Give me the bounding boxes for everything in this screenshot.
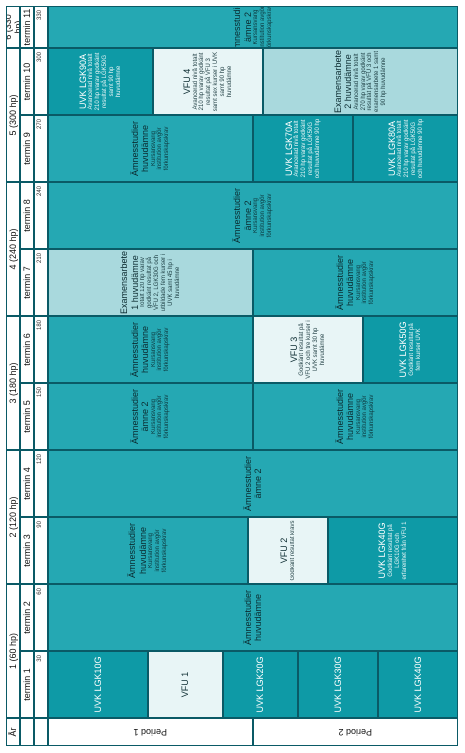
hp-mark-10: 300 bbox=[34, 48, 48, 115]
course-amnes-huvudamne-t6: Ämnesstudier huvudämne Kursansvarig insti… bbox=[48, 316, 253, 383]
hp-mark-9: 270 bbox=[34, 115, 48, 182]
course-vfu3: VFU 3 Godkänt resultat på VFU 2 och tre k… bbox=[253, 316, 363, 383]
course-vfu1: VFU 1 bbox=[148, 651, 223, 718]
course-amnes-huvudamne-t9: Ämnesstudier huvudämne Kursansvarig insti… bbox=[48, 115, 253, 182]
hp-mark-7: 210 bbox=[34, 249, 48, 316]
hp-mark-1: 30 bbox=[34, 651, 48, 718]
year-label: År bbox=[6, 718, 20, 746]
course-amnes-huvudamne-t5: Ämnesstudier huvudämne Kursansvarig insti… bbox=[253, 383, 458, 450]
hp-mark-4: 120 bbox=[34, 450, 48, 517]
year-group-6: 6 (330 hp) bbox=[6, 6, 20, 48]
course-amnes-amne2-t4: Ämnesstudier ämne 2 bbox=[48, 450, 458, 517]
course-uvk-lgk10g: UVK LGK10G bbox=[48, 651, 148, 718]
course-amnes-amne2-t11: Ämnesstudier ämne 2 Kursansvarig institut… bbox=[48, 6, 458, 48]
course-amnes-huvudamne-t3: Ämnesstudier huvudämne Kursansvarig insti… bbox=[48, 517, 248, 584]
term-8: termin 8 bbox=[20, 182, 34, 249]
term-7: termin 7 bbox=[20, 249, 34, 316]
course-vfu4: VFU 4 Avancerad nivå totalt 210 hp varav … bbox=[153, 48, 263, 115]
course-uvk-lgk80a: UVK LGK80A Avancerad nivå totalt 210 hp v… bbox=[353, 115, 458, 182]
program-table: År 1 (60 hp) 2 (120 hp) 3 (180 hp) 4 (24… bbox=[6, 6, 458, 746]
course-amnes-huvudamne-t2: Ämnesstudier huvudämne bbox=[48, 584, 458, 651]
term-11: termin 11 bbox=[20, 6, 34, 48]
course-vfu2: VFU 2 Godkänt resultat krävs bbox=[248, 517, 328, 584]
term-label-col bbox=[20, 718, 34, 746]
year-group-5: 5 (300 hp) bbox=[6, 48, 20, 182]
year-group-4: 4 (240 hp) bbox=[6, 182, 20, 316]
term-4: termin 4 bbox=[20, 450, 34, 517]
term-10: termin 10 bbox=[20, 48, 34, 115]
year-group-2: 2 (120 hp) bbox=[6, 450, 20, 584]
period-1-label: Period 1 bbox=[48, 718, 253, 746]
hp-label-col bbox=[34, 718, 48, 746]
course-uvk-lgk40g: UVK LGK40G Godkänt resultat på LGK10G och… bbox=[328, 517, 458, 584]
course-uvk-lgk90a: UVK LGK90A Avancerad nivå totalt 210 hp v… bbox=[48, 48, 153, 115]
term-3: termin 3 bbox=[20, 517, 34, 584]
course-uvk-lgk50g: UVK LGK50G Godkänt resultat på fem kurser… bbox=[363, 316, 458, 383]
term-2: termin 2 bbox=[20, 584, 34, 651]
course-examensarbete-2: Examensarbete 2 huvudämne Avancerad nivå … bbox=[263, 48, 458, 115]
term-6: termin 6 bbox=[20, 316, 34, 383]
course-uvk-lgk30g: UVK LGK30G bbox=[298, 651, 378, 718]
year-group-1: 1 (60 hp) bbox=[6, 584, 20, 718]
hp-mark-8: 240 bbox=[34, 182, 48, 249]
hp-mark-11: 330 bbox=[34, 6, 48, 48]
course-amnes-amne2-t5: Ämnesstudier ämne 2 Kursansvarig institut… bbox=[48, 383, 253, 450]
term-5: termin 5 bbox=[20, 383, 34, 450]
course-uvk-lgk70a: UVK LGK70A Avancerad nivå totalt 210 hp v… bbox=[253, 115, 353, 182]
hp-mark-5: 150 bbox=[34, 383, 48, 450]
course-uvk-lgk20g: UVK LGK20G bbox=[223, 651, 298, 718]
term-9: termin 9 bbox=[20, 115, 34, 182]
year-group-3: 3 (180 hp) bbox=[6, 316, 20, 450]
hp-mark-2: 60 bbox=[34, 584, 48, 651]
term-1: termin 1 bbox=[20, 651, 34, 718]
course-amnes-huvudamne-t7: Ämnesstudier huvudämne Kursansvarig insti… bbox=[253, 249, 458, 316]
course-examensarbete-1: Examensarbete 1 huvudämne Totalt 120 hp v… bbox=[48, 249, 253, 316]
hp-mark-3: 90 bbox=[34, 517, 48, 584]
hp-mark-6: 180 bbox=[34, 316, 48, 383]
period-2-label: Period 2 bbox=[253, 718, 458, 746]
course-amnes-amne2-t8: Ämnesstudier ämne 2 Kursansvarig institut… bbox=[48, 182, 458, 249]
course-uvk-lgk40g-t1: UVK LGK40G bbox=[378, 651, 458, 718]
